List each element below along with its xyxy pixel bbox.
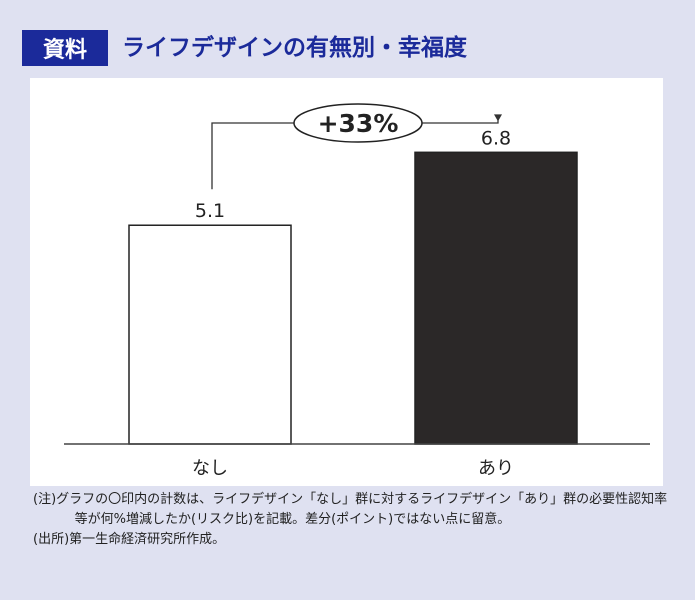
bar-1 [128,224,292,445]
annotation-ellipse [293,103,423,143]
annotation-label: +33% [318,109,399,138]
category-label-1: なし [192,458,228,479]
footnotes: (注)グラフの〇印内の計数は、ライフデザイン「なし」群に対するライフデザイン「あ… [33,490,673,550]
source-text: (出所)第一生命経済研究所作成。 [33,532,226,547]
note-text: (注)グラフの〇印内の計数は、ライフデザイン「なし」群に対するライフデザイン「あ… [33,492,668,527]
document-badge: 資料 [22,30,108,66]
value-label-2: 6.8 [481,127,511,149]
category-label-2: あり [478,458,514,479]
bar-2 [414,151,578,445]
value-label-1: 5.1 [195,200,225,222]
connector-arrowhead [494,114,502,122]
header: 資料 ライフデザインの有無別・幸福度 [0,0,695,80]
chart-title: ライフデザインの有無別・幸福度 [122,35,467,61]
chart-panel: 5.1 なし 6.8 あり +33% [30,78,663,486]
bar-chart: 5.1 なし 6.8 あり +33% [64,103,650,479]
